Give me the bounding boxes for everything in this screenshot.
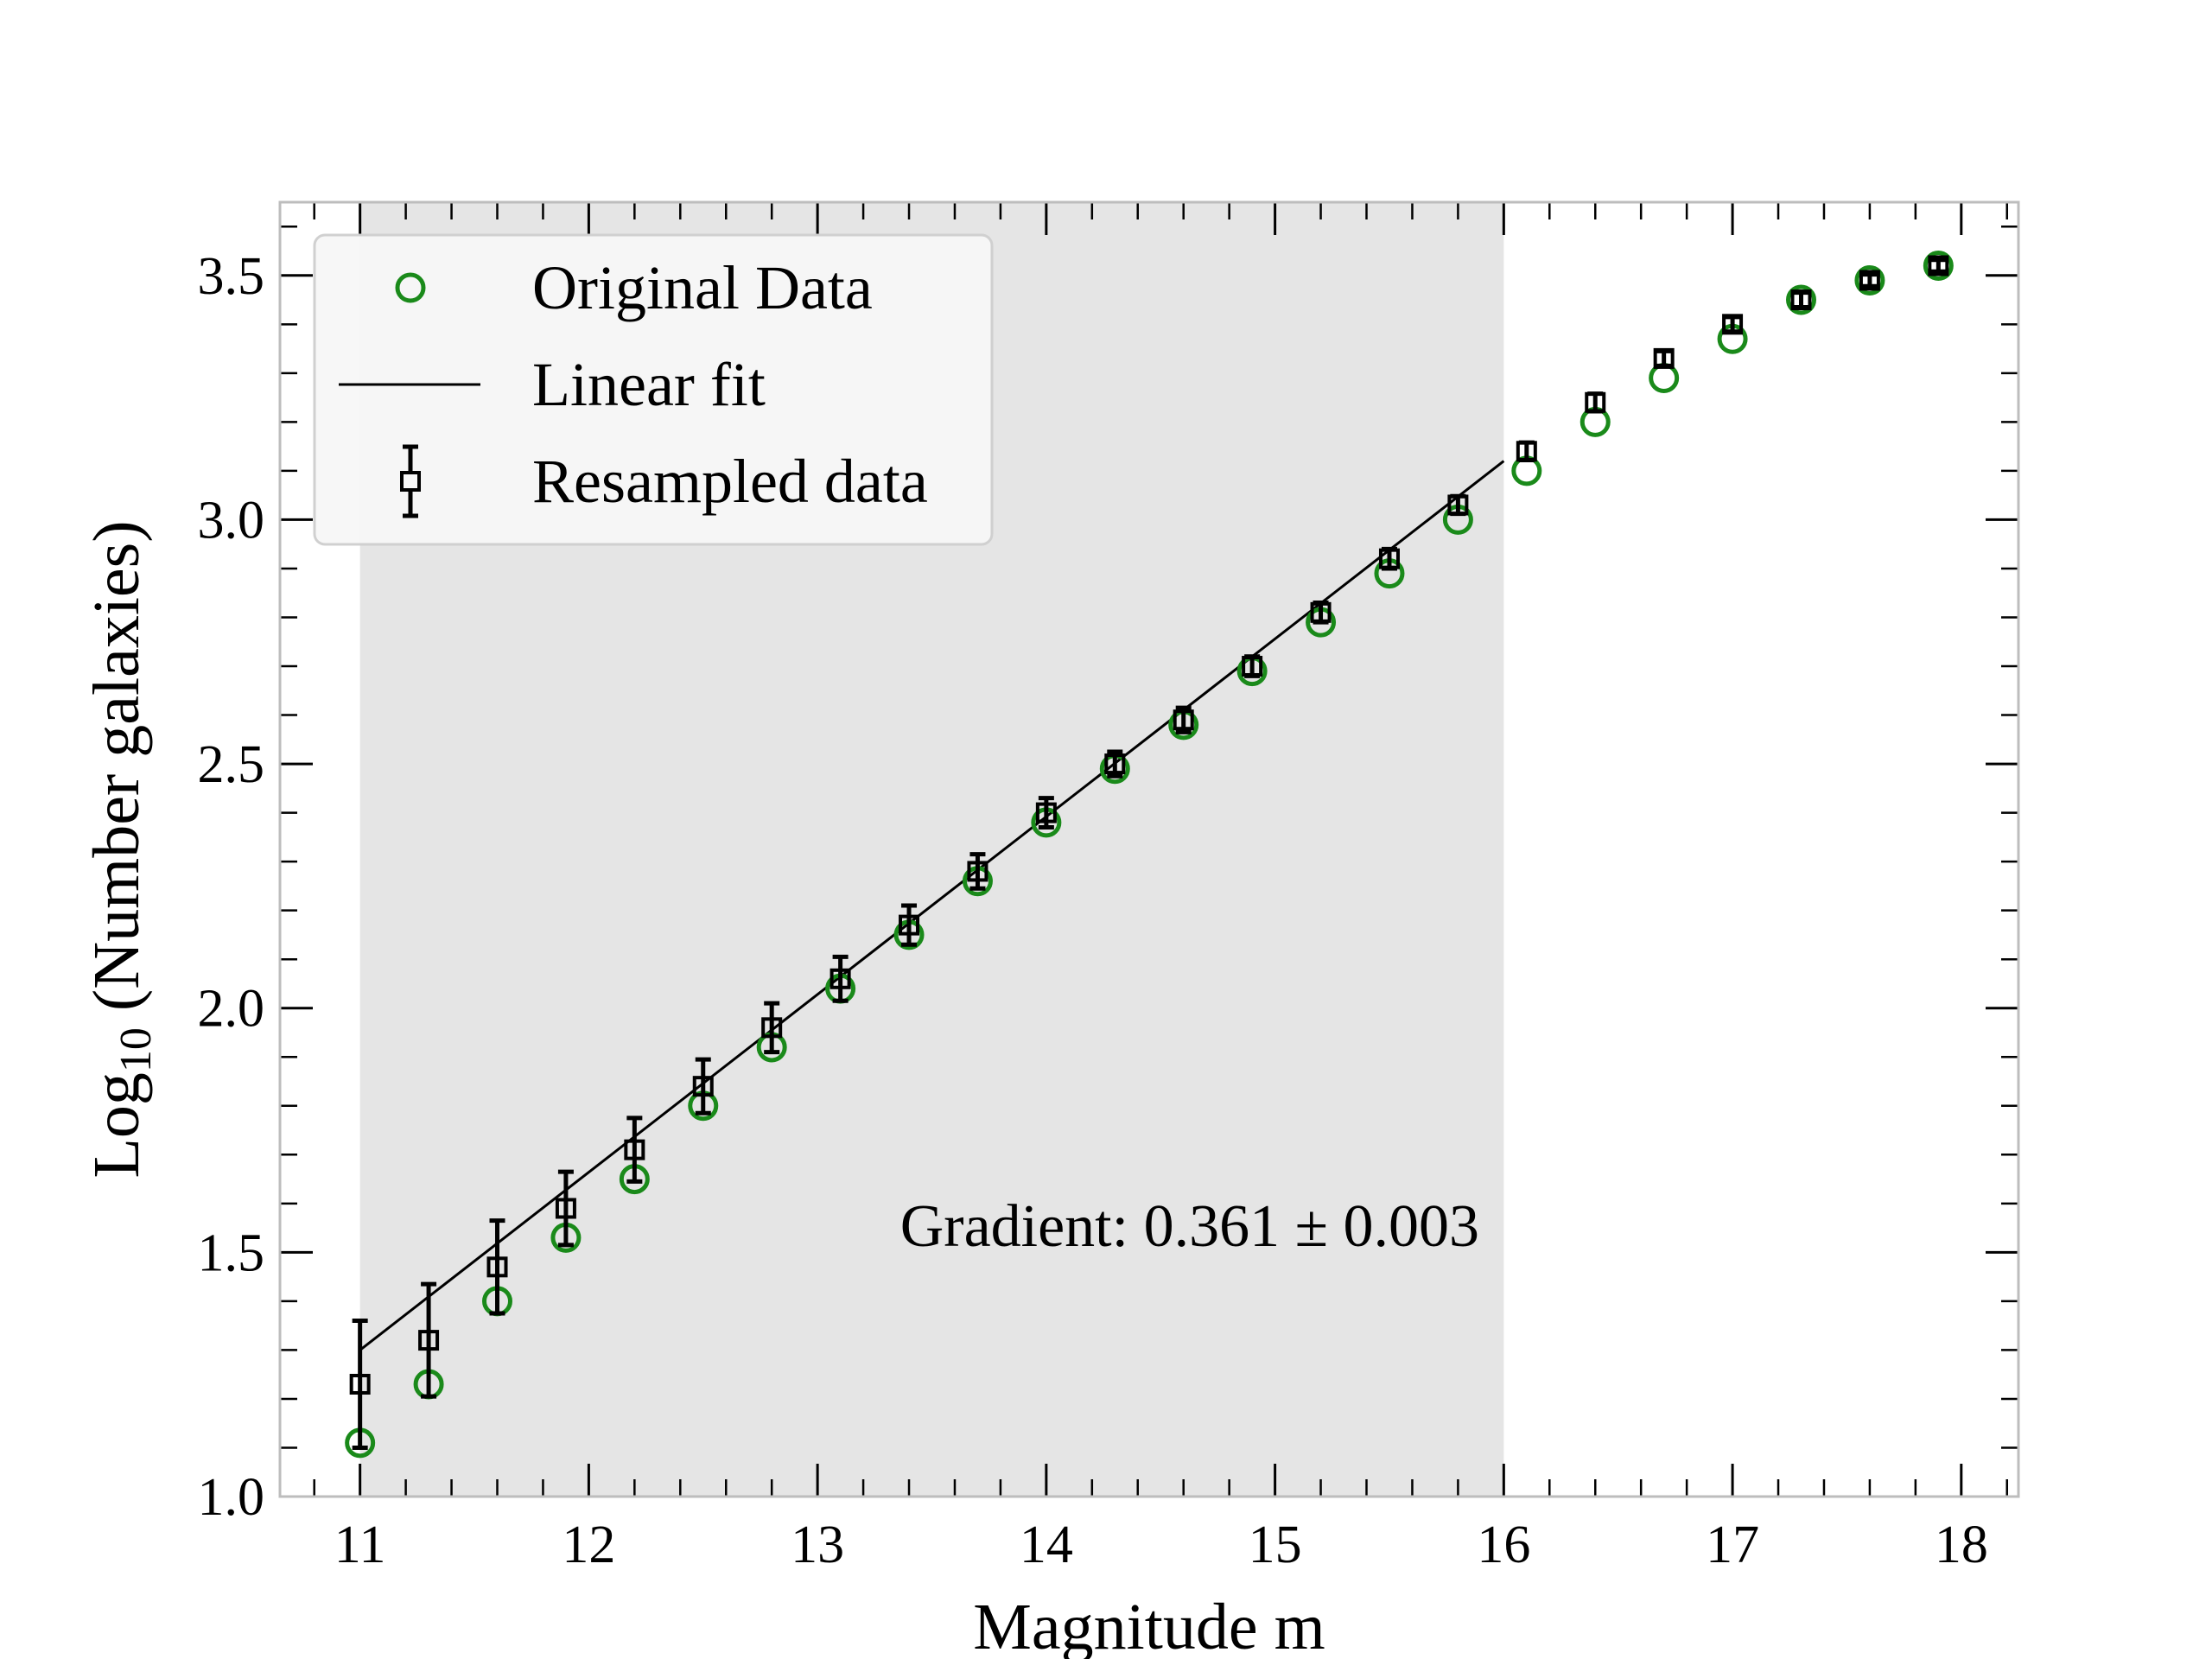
resampled-data-point	[1790, 289, 1812, 311]
legend-box	[313, 233, 994, 546]
legend: Original Data Linear fit Resampled data	[313, 233, 994, 546]
original-data-point	[1649, 363, 1680, 394]
resampled-marker	[761, 1017, 783, 1039]
resampled-data-point	[1035, 796, 1057, 830]
resampled-data-point	[1928, 255, 1949, 276]
resampled-marker	[899, 914, 920, 936]
resampled-marker	[555, 1198, 576, 1219]
y-tick-label: 2.5	[198, 735, 265, 794]
x-tick-label: 17	[1706, 1516, 1759, 1574]
y-axis-label-rest: (Number galaxies)	[80, 520, 153, 1027]
resampled-data-point	[761, 1001, 783, 1055]
resampled-marker	[1378, 548, 1400, 569]
y-axis-label: Log10 (Number galaxies)	[80, 520, 161, 1178]
resampled-marker	[1104, 753, 1126, 775]
x-axis-label: Magnitude m	[973, 1591, 1325, 1659]
resampled-data-point	[555, 1169, 576, 1248]
resampled-marker	[967, 861, 988, 882]
resampled-data-point	[1173, 705, 1194, 734]
resampled-marker	[1928, 255, 1949, 276]
original-data-point	[1786, 284, 1816, 315]
legend-swatch-resampled-data	[400, 444, 421, 518]
y-tick-label: 3.0	[198, 491, 265, 550]
resampled-data-layer	[349, 255, 1949, 1450]
resampled-data-point	[1516, 440, 1537, 462]
x-tick-label: 13	[791, 1516, 844, 1574]
resampled-data-point	[1310, 601, 1332, 625]
y-axis-label-subscript: 10	[111, 1027, 161, 1072]
x-tick-label: 18	[1935, 1516, 1988, 1574]
legend-marker	[400, 471, 421, 492]
resampled-data-point	[1242, 654, 1263, 678]
resampled-marker	[1722, 314, 1744, 335]
resampled-marker	[692, 1076, 714, 1097]
resampled-marker	[1173, 709, 1194, 731]
legend-label-linear-fit: Linear fit	[532, 350, 766, 419]
resampled-data-point	[1859, 270, 1880, 291]
plot-frame	[278, 200, 2020, 1498]
original-data-point	[1854, 264, 1885, 296]
resampled-data-point	[1447, 493, 1469, 517]
resampled-marker	[349, 1373, 371, 1395]
x-tick-label: 14	[1020, 1516, 1073, 1574]
resampled-data-point	[899, 903, 920, 947]
legend-label-resampled-data: Resampled data	[532, 447, 928, 516]
resampled-marker	[1310, 601, 1332, 623]
resampled-marker	[624, 1139, 645, 1160]
resampled-marker	[830, 968, 851, 989]
y-tick-label: 1.0	[198, 1468, 265, 1527]
resampled-marker	[1790, 289, 1812, 311]
y-tick-label: 3.5	[198, 247, 265, 306]
resampled-marker	[486, 1256, 508, 1278]
ticks-layer	[280, 202, 2018, 1498]
resampled-marker	[1859, 270, 1880, 291]
resampled-marker	[1035, 802, 1057, 823]
x-tick-labels: 11 12 13 14 15 16 17 18	[334, 1516, 1988, 1574]
resampled-data-point	[692, 1057, 714, 1116]
y-tick-label: 1.5	[198, 1224, 265, 1282]
resampled-data-point	[1378, 546, 1400, 571]
y-axis-label-base: Log	[80, 1072, 153, 1178]
resampled-marker	[418, 1330, 440, 1351]
resampled-data-point	[1585, 391, 1606, 414]
resampled-data-point	[349, 1318, 371, 1450]
legend-label-original-data: Original Data	[532, 253, 873, 322]
resampled-marker	[1585, 391, 1606, 413]
resampled-marker	[1653, 347, 1675, 369]
legend-swatch-original-data	[395, 272, 426, 303]
resampled-data-point	[624, 1116, 645, 1184]
resampled-data-point	[830, 954, 851, 1003]
resampled-data-point	[1722, 314, 1744, 335]
y-tick-label: 2.0	[198, 980, 265, 1039]
gradient-annotation: Gradient: 0.361 ± 0.003	[900, 1193, 1479, 1260]
resampled-marker	[1447, 494, 1469, 516]
y-tick-labels: 1.0 1.5 2.0 2.5 3.0 3.5	[198, 247, 265, 1527]
resampled-data-point	[1653, 347, 1675, 369]
resampled-data-point	[418, 1281, 440, 1399]
resampled-data-point	[967, 852, 988, 891]
x-tick-label: 15	[1249, 1516, 1302, 1574]
resampled-marker	[1242, 656, 1263, 677]
x-tick-label: 12	[562, 1516, 615, 1574]
legend-swatches	[339, 272, 480, 518]
x-tick-label: 11	[334, 1516, 386, 1574]
x-tick-label: 16	[1477, 1516, 1530, 1574]
original-data-point	[1923, 250, 1954, 281]
resampled-marker	[1516, 441, 1537, 462]
resampled-data-point	[1104, 749, 1126, 779]
resampled-data-point	[486, 1218, 508, 1316]
